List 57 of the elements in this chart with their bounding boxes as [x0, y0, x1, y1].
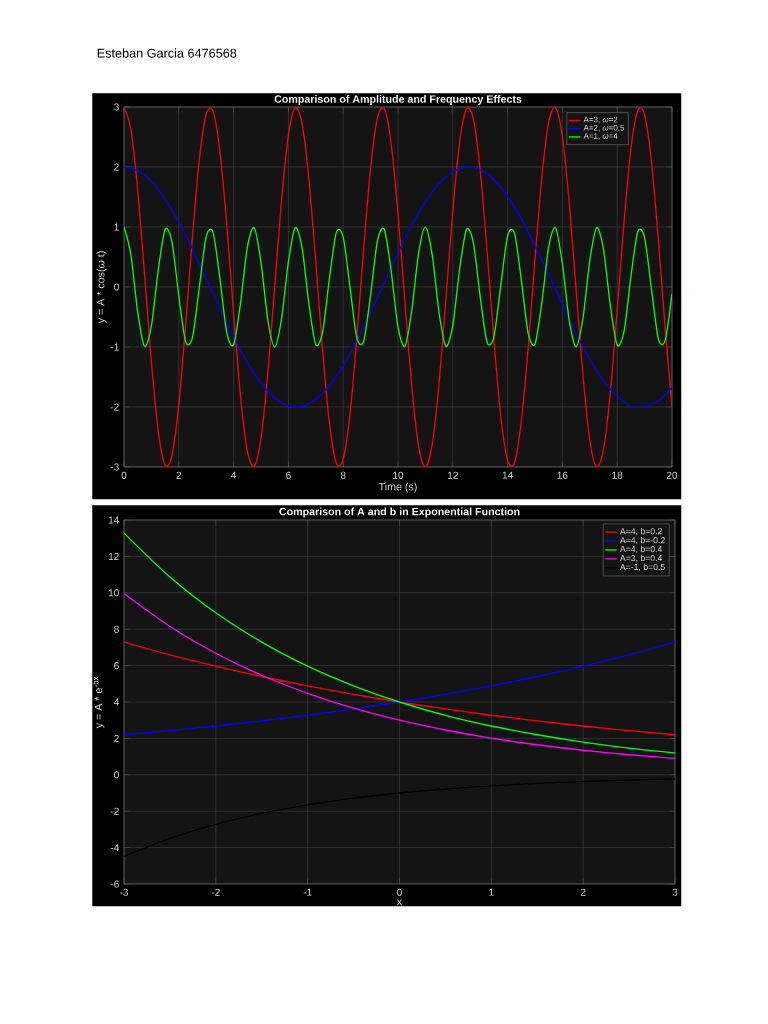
x-tick-label: 18	[612, 471, 623, 479]
x-axis-title: Time (s)	[378, 482, 417, 493]
x-tick-label: 6	[286, 471, 291, 479]
x-tick-label: -2	[211, 888, 220, 896]
chart-title: Comparison of Amplitude and Frequency Effects	[274, 95, 522, 105]
x-tick-label: 8	[340, 471, 346, 479]
legend-label: A=4, b=0.2	[619, 527, 662, 536]
y-axis-title: y = A * cos(ω t)	[96, 251, 107, 324]
x-tick-label: 14	[502, 471, 513, 479]
y-tick-label: 2	[114, 734, 119, 742]
text: Esteban Garcia 6476568	[97, 48, 237, 58]
chart-title: Comparison of A and b in Exponential Function	[279, 507, 520, 518]
y-tick-label: -3	[110, 463, 119, 471]
x-tick-label: 10	[393, 471, 404, 479]
x-tick-label: 0	[397, 888, 402, 896]
y-tick-label: 8	[114, 625, 119, 633]
y-tick-label: -2	[110, 807, 119, 815]
line-series	[124, 778, 675, 857]
legend-label: A=4, b=-0.2	[619, 536, 665, 545]
legend-label: A=4, b=0.4	[619, 545, 663, 554]
y-axis-title: y = A * e$^{-bx}$	[92, 676, 105, 729]
x-tick-label: 2	[176, 471, 182, 479]
line-series	[124, 106, 672, 467]
y-tick-label: 0	[114, 283, 119, 291]
y-tick-label: 14	[108, 516, 119, 524]
line-series	[124, 166, 672, 408]
x-axis-title: x	[396, 899, 403, 906]
x-tick-label: 16	[557, 471, 568, 479]
x-tick-label: -3	[119, 888, 129, 896]
x-tick-label: 3	[672, 888, 678, 896]
legend-label: A=2, ω=0.5	[583, 124, 625, 132]
legend-label: A=3, b=0.4	[619, 554, 663, 563]
y-tick-label: -1	[110, 343, 119, 351]
x-tick-label: 0	[121, 471, 127, 479]
x-tick-label: 1	[489, 888, 494, 896]
x-tick-label: 20	[666, 471, 678, 479]
y-tick-label: -6	[110, 880, 119, 888]
x-tick-label: 4	[231, 471, 237, 479]
y-tick-label: 1	[114, 223, 119, 231]
legend-label: A=1, ω=4	[583, 133, 618, 140]
legend-label: A=3, ω=2	[583, 116, 618, 124]
y-tick-label: 0	[114, 771, 119, 779]
legend-label: A=-1, b=0.5	[619, 563, 665, 572]
y-tick-label: -4	[110, 844, 119, 852]
line-series	[124, 592, 675, 760]
y-tick-label: 4	[113, 698, 119, 706]
line-series	[124, 641, 675, 736]
y-tick-label: 3	[114, 103, 119, 111]
y-tick-label: 10	[108, 589, 119, 597]
y-tick-label: 12	[108, 552, 119, 560]
y-tick-label: 6	[114, 662, 119, 670]
x-tick-label: -1	[303, 888, 312, 896]
line-series	[124, 226, 672, 348]
y-tick-label: 2	[114, 163, 119, 171]
x-tick-label: 2	[580, 888, 586, 896]
y-tick-label: -2	[110, 403, 119, 411]
x-tick-label: 12	[447, 471, 458, 479]
